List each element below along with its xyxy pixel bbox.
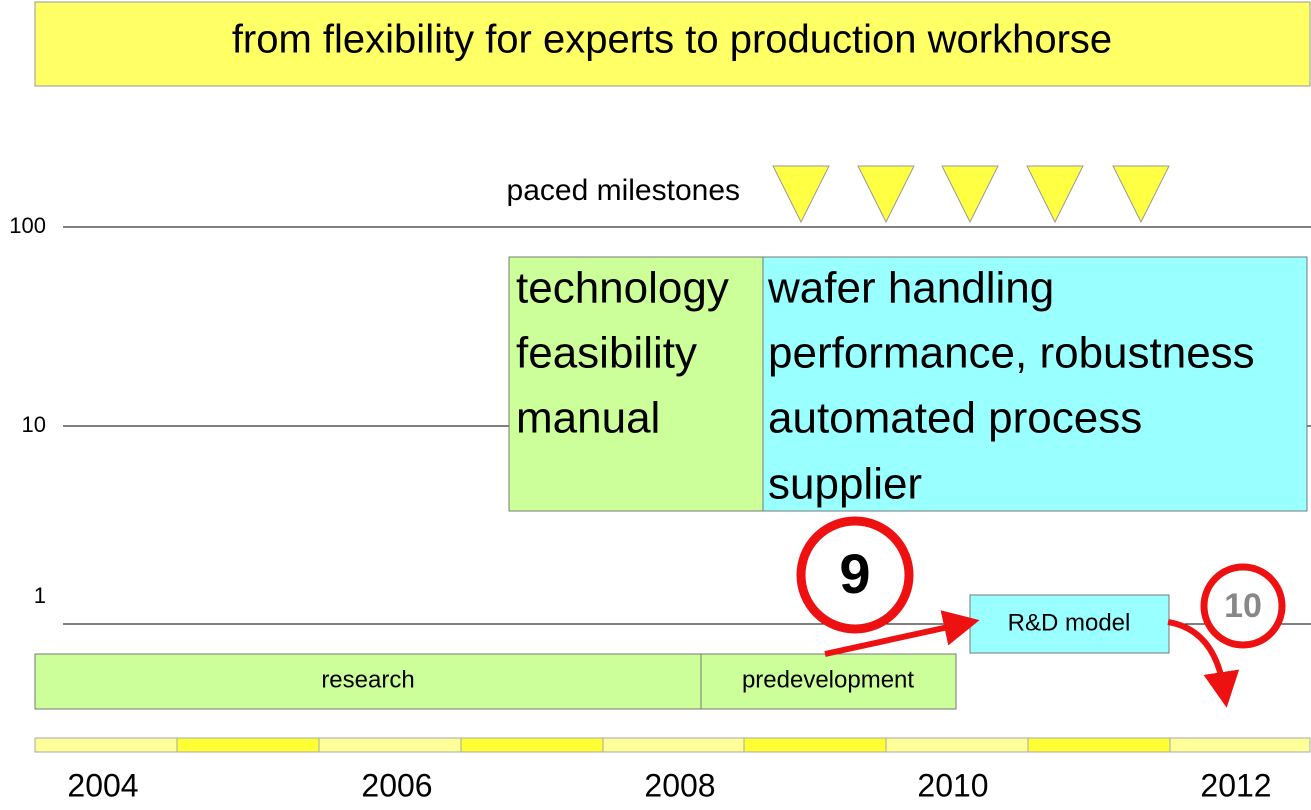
year-label: 2004 (67, 767, 138, 803)
marker-circle (1200, 563, 1286, 649)
timeline-segment (318, 737, 462, 753)
milestone-triangles (772, 165, 1170, 224)
year-label: 2012 (1200, 767, 1271, 803)
scale-label: 100 (9, 213, 46, 238)
milestone (1112, 165, 1170, 224)
milestone (857, 165, 915, 224)
box-text: automated process (768, 394, 1142, 443)
timeline-segment (602, 737, 745, 753)
timeline-segment (885, 737, 1029, 753)
marker-circle (796, 516, 914, 634)
research-box (34, 653, 702, 710)
box-text: wafer handling (767, 264, 1054, 313)
timeline-segment (460, 737, 604, 753)
timeline-segment (176, 737, 320, 753)
product-box (762, 256, 1308, 512)
arrow (1167, 619, 1240, 708)
year-label: 2008 (644, 767, 715, 803)
marker-number: 10 (1224, 587, 1262, 625)
milestone (941, 165, 999, 224)
milestone (772, 165, 830, 224)
rd-model-label: R&D model (1008, 609, 1131, 636)
year-label: 2010 (917, 767, 988, 803)
timeline-segment (1169, 737, 1311, 753)
scale-label: 1 (34, 583, 46, 608)
timeline-segment (34, 737, 178, 753)
box-text: technology (516, 264, 729, 313)
milestone (1026, 165, 1084, 224)
title: from flexibility for experts to producti… (232, 18, 1112, 62)
technology-box (508, 256, 764, 512)
box-text: feasibility (516, 329, 697, 378)
predevelopment-box (700, 653, 957, 710)
timeline-segment (1027, 737, 1171, 753)
rd-model-box (969, 594, 1170, 654)
scale-label: 10 (22, 412, 46, 437)
predevelopment-label: predevelopment (742, 666, 914, 693)
marker-number: 9 (839, 542, 870, 605)
timeline-bar (34, 737, 1311, 753)
box-text: supplier (768, 460, 922, 509)
box-text: performance, robustness (768, 329, 1255, 378)
box-text: manual (516, 394, 660, 443)
arrow (824, 610, 980, 657)
year-label: 2006 (361, 767, 432, 803)
milestones-label: paced milestones (507, 174, 740, 207)
research-label: research (321, 666, 414, 693)
title-box (34, 1, 1311, 87)
timeline-segment (743, 737, 887, 753)
